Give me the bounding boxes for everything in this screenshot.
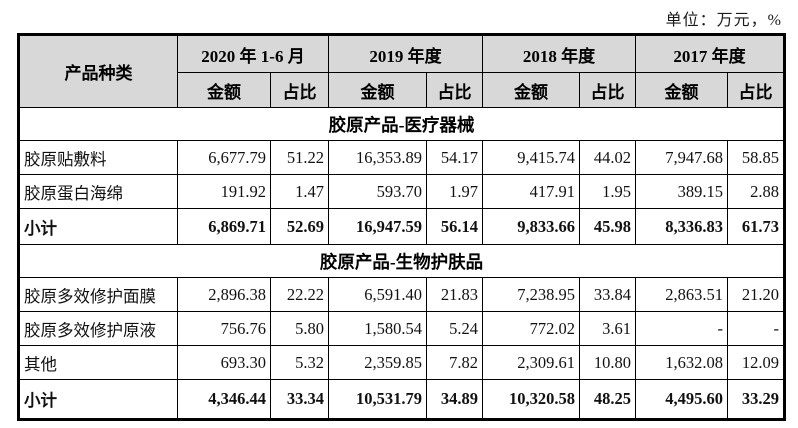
cell-value: 4,346.44 [177, 379, 271, 420]
cell-value: 21.20 [727, 277, 786, 312]
header-amount-2020: 金额 [177, 72, 271, 108]
table-row: 胶原蛋白海绵 191.92 1.47 593.70 1.97 417.91 1.… [18, 174, 786, 209]
cell-value: 16,353.89 [328, 140, 428, 175]
cell-value: 191.92 [177, 174, 271, 209]
cell-value: 5.80 [269, 311, 330, 346]
cell-value: 593.70 [328, 174, 428, 209]
cell-value: 10,531.79 [328, 379, 428, 420]
unit-note: 单位：万元，% [665, 12, 782, 29]
cell-value: 772.02 [482, 311, 581, 346]
header-ratio-2019: 占比 [426, 72, 484, 108]
header-row-periods: 产品种类 2020 年 1-6 月 2019 年度 2018 年度 2017 年… [18, 34, 786, 108]
row-label: 小计 [18, 208, 178, 245]
cell-value: 2,359.85 [328, 345, 428, 380]
table-row: 胶原多效修护原液 756.76 5.80 1,580.54 5.24 772.0… [18, 311, 786, 346]
cell-value: 44.02 [579, 140, 637, 175]
table-row: 胶原贴敷料 6,677.79 51.22 16,353.89 54.17 9,4… [18, 140, 786, 175]
cell-value: 6,591.40 [328, 277, 428, 312]
cell-value: 4,495.60 [635, 379, 729, 420]
cell-value: 1.47 [269, 174, 330, 209]
cell-value: 33.34 [269, 379, 330, 420]
cell-value: 22.22 [269, 277, 330, 312]
subtotal-row: 小计 4,346.44 33.34 10,531.79 34.89 10,320… [18, 379, 786, 420]
cell-value: 2,863.51 [635, 277, 729, 312]
header-ratio-2017: 占比 [727, 72, 786, 108]
cell-value: 16,947.59 [328, 208, 428, 245]
cell-value: 693.30 [177, 345, 271, 380]
header-product-category: 产品种类 [18, 34, 178, 108]
section-title-row: 胶原产品-医疗器械 [17, 107, 786, 141]
subtotal-row: 小计 6,869.71 52.69 16,947.59 56.14 9,833.… [18, 208, 786, 245]
cell-value: 7,947.68 [635, 140, 729, 175]
cell-value: 9,415.74 [482, 140, 581, 175]
cell-value: 51.22 [269, 140, 330, 175]
cell-value: 61.73 [727, 208, 786, 245]
cell-value: 2,309.61 [482, 345, 581, 380]
cell-value: 33.84 [579, 277, 637, 312]
cell-value: 7,238.95 [482, 277, 581, 312]
product-category-table: 产品种类 2020 年 1-6 月 2019 年度 2018 年度 2017 年… [17, 33, 787, 421]
table-row: 胶原多效修护面膜 2,896.38 22.22 6,591.40 21.83 7… [18, 277, 786, 312]
row-label: 胶原蛋白海绵 [18, 174, 178, 209]
cell-value: 1,632.08 [635, 345, 729, 380]
cell-value: 9,833.66 [482, 208, 581, 245]
cell-value: 56.14 [426, 208, 484, 245]
cell-value: 10.80 [579, 345, 637, 380]
header-amount-2017: 金额 [635, 72, 729, 108]
cell-value: 2,896.38 [177, 277, 271, 312]
table-row: 其他 693.30 5.32 2,359.85 7.82 2,309.61 10… [18, 345, 786, 380]
cell-value: 8,336.83 [635, 208, 729, 245]
cell-value: 389.15 [635, 174, 729, 209]
row-label: 胶原多效修护面膜 [18, 277, 178, 312]
cell-value: 21.83 [426, 277, 484, 312]
cell-value: 45.98 [579, 208, 637, 245]
row-label: 小计 [18, 379, 178, 420]
cell-value: 54.17 [426, 140, 484, 175]
section-title-medical-devices: 胶原产品-医疗器械 [17, 107, 786, 141]
cell-value: 48.25 [579, 379, 637, 420]
cell-value: 3.61 [579, 311, 637, 346]
header-period-2018: 2018 年度 [482, 34, 637, 73]
cell-value: 6,677.79 [177, 140, 271, 175]
cell-value: 12.09 [727, 345, 786, 380]
cell-value: - [727, 311, 786, 346]
cell-value: 6,869.71 [177, 208, 271, 245]
cell-value: 34.89 [426, 379, 484, 420]
cell-value: 5.32 [269, 345, 330, 380]
header-row-measures: 金额 占比 金额 占比 金额 占比 金额 占比 [19, 72, 786, 108]
cell-value: 1,580.54 [328, 311, 428, 346]
cell-value: 1.97 [426, 174, 484, 209]
cell-value: 10,320.58 [482, 379, 581, 420]
header-amount-2018: 金额 [482, 72, 581, 108]
cell-value: 1.95 [579, 174, 637, 209]
cell-value: 33.29 [727, 379, 786, 420]
header-ratio-2018: 占比 [579, 72, 637, 108]
cell-value: 52.69 [269, 208, 330, 245]
section-title-bio-skincare: 胶原产品-生物护肤品 [17, 244, 786, 278]
section-title-row: 胶原产品-生物护肤品 [17, 244, 786, 278]
header-amount-2019: 金额 [328, 72, 428, 108]
cell-value: 756.76 [177, 311, 271, 346]
row-label: 其他 [18, 345, 178, 380]
cell-value: 2.88 [727, 174, 786, 209]
header-period-2017: 2017 年度 [635, 34, 786, 73]
cell-value: 417.91 [482, 174, 581, 209]
header-ratio-2020: 占比 [269, 72, 330, 108]
cell-value: 7.82 [426, 345, 484, 380]
cell-value: 58.85 [727, 140, 786, 175]
cell-value: - [635, 311, 729, 346]
row-label: 胶原贴敷料 [18, 140, 178, 175]
row-label: 胶原多效修护原液 [18, 311, 178, 346]
header-period-2020: 2020 年 1-6 月 [176, 34, 330, 73]
header-period-2019: 2019 年度 [328, 34, 484, 73]
cell-value: 5.24 [426, 311, 484, 346]
